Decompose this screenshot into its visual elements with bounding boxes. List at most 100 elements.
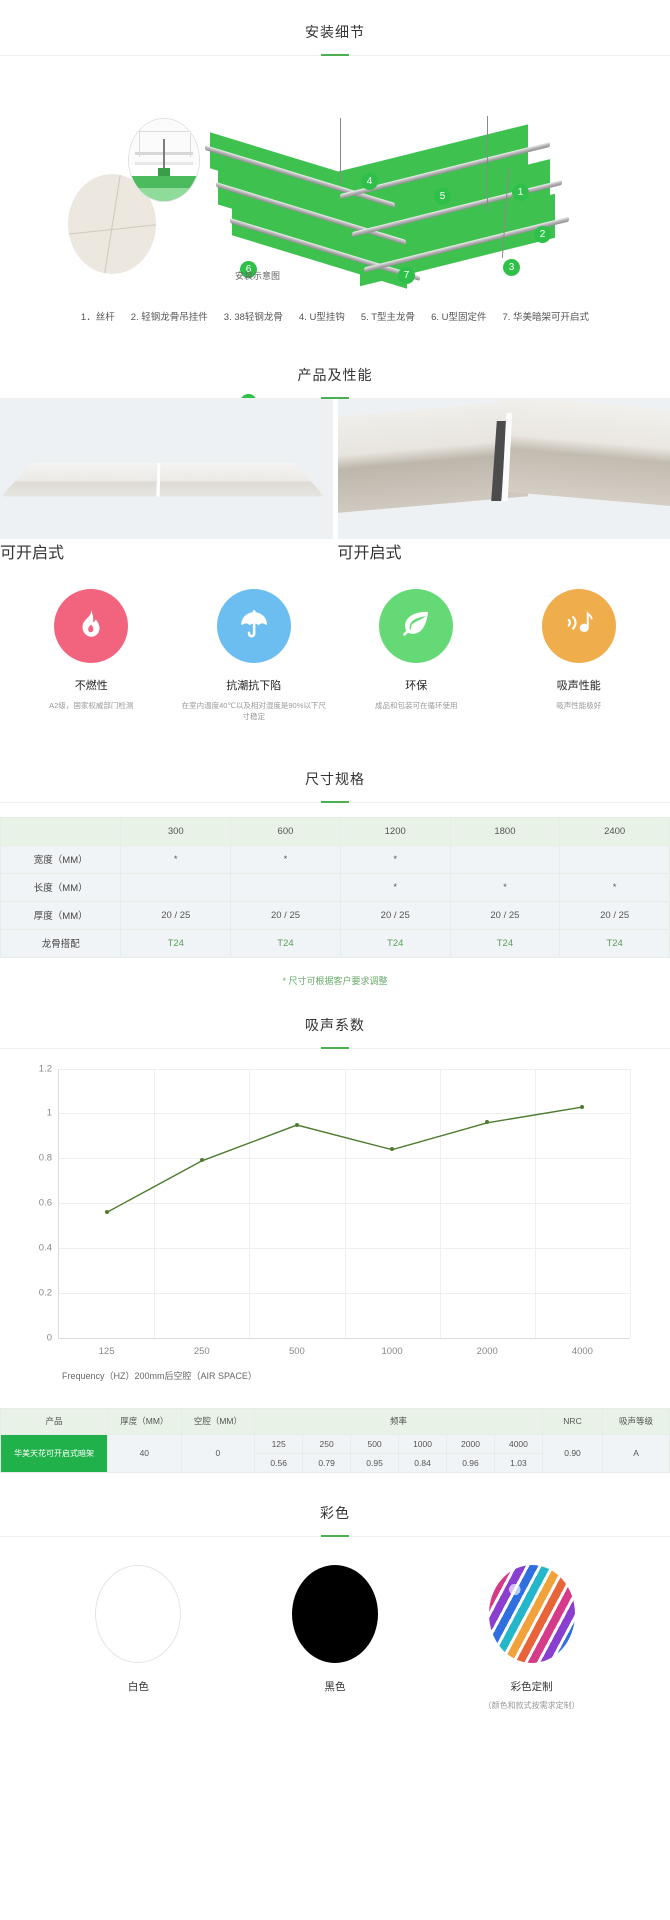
chart-y-tick: 0.6 xyxy=(38,1197,52,1209)
music-note-icon xyxy=(562,607,596,646)
chart-gridline xyxy=(630,1068,631,1338)
spec-row-label: 龙骨搭配 xyxy=(0,928,122,958)
data-cell-grade: A xyxy=(602,1433,670,1473)
callout-badge-7: 7 xyxy=(398,267,415,284)
feature-desc: 在室内温度40℃以及相对湿度是90%以下尺寸稳定 xyxy=(181,701,326,722)
callout-badge-3: 3 xyxy=(503,259,520,276)
feature-title: 不燃性 xyxy=(74,680,108,692)
spec-cell: 20 / 25 xyxy=(339,900,451,930)
color-option-black[interactable]: 黑色 xyxy=(237,1564,434,1711)
table-row: 华美天花可开启式暗架 40 0 125 250 500 1000 2000 40… xyxy=(0,1433,670,1473)
data-cell-coefficient: 1.03 xyxy=(493,1452,543,1473)
data-col-header-nrc: NRC xyxy=(541,1407,604,1435)
spec-col-header xyxy=(0,816,122,846)
feature-row: 不燃性 A2级，国家权威部门检测 抗潮抗下陷 在室内温度40℃以及相对湿度是90… xyxy=(0,563,670,739)
spec-col-header: 300 xyxy=(120,816,232,846)
color-option-white[interactable]: 白色 xyxy=(40,1564,237,1711)
feature-item-moisture-resistant: 抗潮抗下陷 在室内温度40℃以及相对湿度是90%以下尺寸稳定 xyxy=(173,589,336,723)
data-cell-cavity: 0 xyxy=(180,1433,256,1473)
data-col-header-thickness: 厚度（MM） xyxy=(107,1407,182,1435)
product-photo-top-view xyxy=(0,399,333,539)
feature-desc: 成品和包装可在循环使用 xyxy=(375,701,458,710)
data-cell-frequency: 1000 xyxy=(398,1433,447,1454)
product-detail-page: 安装细节 xyxy=(0,0,670,1743)
spec-col-header: 1800 xyxy=(449,816,561,846)
photo-caption: 可开启式 xyxy=(337,545,402,562)
spec-cell: T24 xyxy=(339,928,451,958)
feature-icon-circle xyxy=(216,589,291,663)
table-row: 厚度（MM） 20 / 25 20 / 25 20 / 25 20 / 25 2… xyxy=(0,900,670,930)
umbrella-icon xyxy=(237,607,271,646)
spec-cell: T24 xyxy=(449,928,561,958)
spec-col-header: 600 xyxy=(230,816,341,846)
section-header-color: 彩色 xyxy=(0,1473,670,1537)
chart-x-tick: 1000 xyxy=(381,1345,403,1357)
accent-underline xyxy=(321,1046,349,1049)
legend-item: 2. 轻钢龙骨吊挂件 xyxy=(130,312,208,323)
spec-table: 300 600 1200 1800 2400 宽度（MM） * * * 长度 xyxy=(0,816,670,958)
chart-x-tick: 4000 xyxy=(571,1345,593,1357)
color-option-custom[interactable]: 彩色定制 （颜色和款式按需求定制） xyxy=(433,1564,630,1711)
data-cell-frequency: 2000 xyxy=(446,1433,495,1454)
chart-gridline xyxy=(344,1068,346,1338)
product-photo-item: 可开启式 xyxy=(337,399,670,563)
data-col-header-product: 产品 xyxy=(0,1407,109,1435)
feature-icon-circle xyxy=(54,589,129,663)
spec-cell: 20 / 25 xyxy=(230,900,341,930)
data-col-header-frequency: 频率 xyxy=(254,1407,543,1435)
hanger-rod xyxy=(487,116,488,211)
data-col-header-cavity: 空腔（MM） xyxy=(180,1407,256,1435)
chart-gridline xyxy=(249,1068,251,1338)
data-cell-coefficient: 0.56 xyxy=(254,1452,304,1473)
chart-x-tick: 2000 xyxy=(476,1345,498,1357)
feature-item-fireproof: 不燃性 A2级，国家权威部门检测 xyxy=(10,589,173,723)
section-header-acoustic: 吸声系数 xyxy=(0,997,670,1049)
legend-item: 5. T型主龙骨 xyxy=(360,312,416,323)
ceiling-assembly-illustration: 4 1 5 2 3 6 7 6 7 3 安装示意图 xyxy=(0,56,670,433)
chart-data-point xyxy=(199,1158,204,1163)
feature-icon-circle xyxy=(379,589,454,663)
legend-item: 3. 38轻钢龙骨 xyxy=(223,312,283,323)
acoustic-chart: 0 0.2 0.4 0.6 0.8 1 1.2 125 250 500 1000 2000 4000 F… xyxy=(0,1049,670,1390)
chart-y-tick: 1.2 xyxy=(38,1063,52,1074)
spec-cell: * xyxy=(120,844,232,874)
spec-cell: 20 / 25 xyxy=(120,900,232,930)
spec-cell: * xyxy=(339,872,451,902)
spec-cell: * xyxy=(559,872,670,902)
spec-table-wrap: 300 600 1200 1800 2400 宽度（MM） * * * 长度 xyxy=(0,803,670,997)
accent-underline xyxy=(321,1534,349,1537)
spec-row-label: 宽度（MM） xyxy=(0,844,122,874)
spec-cell: * xyxy=(339,844,451,874)
color-options-row: 白色 黑色 彩色定制 （颜色和款式按需求定制） xyxy=(0,1537,670,1725)
chart-y-tick: 0 xyxy=(46,1332,52,1343)
feature-desc: 吸声性能极好 xyxy=(556,701,602,710)
data-cell-thickness: 40 xyxy=(107,1433,182,1473)
legend-item: 7. 华美暗架可开启式 xyxy=(502,312,590,323)
flame-icon xyxy=(74,607,108,646)
spec-col-header: 2400 xyxy=(559,816,670,846)
data-cell-frequency: 125 xyxy=(254,1433,304,1454)
chart-x-tick: 125 xyxy=(98,1345,115,1357)
data-cell-product: 华美天花可开启式暗架 xyxy=(0,1433,109,1473)
table-row: 长度（MM） * * * xyxy=(0,872,670,902)
spec-cell: T24 xyxy=(559,928,670,958)
mounting-detail-closeup xyxy=(128,118,200,202)
acoustic-data-table: 产品 厚度（MM） 空腔（MM） 频率 NRC 吸声等级 华美天花可开启式暗架 … xyxy=(0,1407,670,1473)
section-header-product: 产品及性能 xyxy=(0,329,670,399)
color-label: 白色 xyxy=(127,1680,149,1693)
callout-badge-5: 5 xyxy=(434,188,451,205)
data-cell-frequency: 4000 xyxy=(493,1433,543,1454)
chart-axes: 0 0.2 0.4 0.6 0.8 1 1.2 125 250 500 1000 2000 4000 xyxy=(39,1063,631,1357)
accent-underline xyxy=(321,397,349,399)
feature-title: 环保 xyxy=(405,680,428,692)
legend-item: 6. U型固定件 xyxy=(431,312,487,323)
accent-underline xyxy=(321,54,349,56)
table-header-row: 300 600 1200 1800 2400 xyxy=(0,816,670,846)
photo-caption: 可开启式 xyxy=(0,545,65,562)
data-cell-coefficient: 0.95 xyxy=(350,1452,400,1473)
table-header-row: 产品 厚度（MM） 空腔（MM） 频率 NRC 吸声等级 xyxy=(0,1407,670,1435)
data-cell-coefficient: 0.84 xyxy=(398,1452,447,1473)
spec-row-label: 厚度（MM） xyxy=(0,900,122,930)
spec-cell xyxy=(449,844,561,874)
feature-title: 吸声性能 xyxy=(556,680,601,692)
